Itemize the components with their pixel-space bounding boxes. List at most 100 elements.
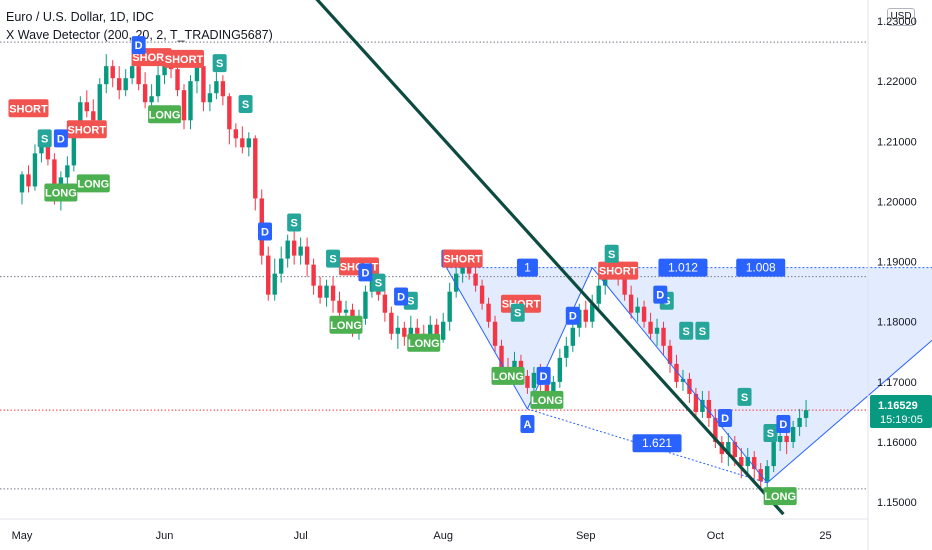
signal-label: S: [699, 326, 706, 338]
candle-body: [324, 285, 329, 298]
time-tick-label: Jul: [294, 530, 308, 542]
pattern-leg: [446, 267, 528, 410]
last-price-badge: 1.16529 15:19:05: [870, 395, 932, 428]
candle-body: [739, 457, 744, 467]
candle-body: [453, 273, 459, 292]
signal-label-bg: [695, 321, 710, 340]
candle-body: [97, 84, 102, 121]
signal-label-bg: [287, 213, 302, 232]
signal-label: SHORT: [68, 124, 107, 136]
candle-body: [149, 96, 154, 103]
ratio-label: 1.012: [668, 261, 698, 275]
candle-body: [181, 90, 187, 121]
candle-body: [667, 345, 673, 364]
candle-body: [285, 240, 290, 259]
price-axis[interactable]: 1.23000 1.22000 1.21000 1.20000 1.19000 1.180…: [867, 0, 917, 550]
candle-body: [330, 285, 336, 301]
time-axis[interactable]: May Jun Jul Aug Sep Oct 25: [0, 518, 868, 542]
signal-label-bg: [358, 263, 373, 282]
candle-body: [745, 457, 750, 467]
currency-button[interactable]: USD: [887, 8, 915, 26]
signal-label: S: [41, 133, 48, 145]
signal-label-bg: [718, 408, 733, 427]
candle-body: [78, 102, 83, 133]
signal-label: SHORT: [9, 103, 48, 115]
candle-body: [45, 144, 51, 160]
candle-body: [227, 96, 232, 130]
candle-body: [233, 129, 239, 139]
candle-body: [654, 327, 660, 334]
signal-label-bg: [491, 366, 525, 385]
candle-body: [84, 102, 89, 112]
candle-body: [52, 159, 57, 199]
signal-label-bg: [536, 366, 551, 385]
candle-body: [680, 378, 686, 382]
candle-body: [136, 66, 141, 85]
candle-body: [706, 399, 712, 418]
candle-body: [732, 442, 737, 458]
signal-label-bg: [212, 54, 227, 73]
candle-body: [648, 321, 653, 334]
signal-label: LONG: [492, 371, 524, 383]
candle-body: [343, 309, 349, 313]
signal-labels: SHORTSHORTSHORTSHORTSHORTSHORTSHORTSHORT…: [8, 36, 797, 506]
signal-label: D: [779, 419, 787, 431]
signal-label-bg: [258, 222, 272, 241]
candle-body: [201, 66, 206, 103]
price-tick-label: 1.15000: [877, 497, 917, 509]
candle-body: [32, 153, 38, 187]
candle-body: [544, 384, 550, 394]
price-tick-label: 1.20000: [877, 196, 917, 208]
signal-label-bg: [8, 99, 49, 118]
signal-label: S: [608, 249, 615, 261]
signal-label: LONG: [531, 395, 563, 407]
signal-label-bg: [329, 315, 363, 334]
pattern-leg: [766, 339, 932, 484]
signal-label-bg: [44, 183, 78, 202]
candle-body: [466, 261, 472, 274]
signal-label: LONG: [77, 178, 109, 190]
candle-body: [71, 132, 77, 166]
signal-label-bg: [238, 95, 253, 114]
signal-label-bg: [371, 273, 386, 292]
candle-body: [570, 327, 575, 346]
pattern-point-marker: [520, 414, 535, 433]
signal-label: LONG: [330, 320, 362, 332]
signal-label-bg: [131, 36, 146, 55]
candle-body: [304, 246, 310, 265]
signal-label: S: [767, 428, 774, 440]
signal-label: S: [216, 58, 223, 70]
last-price-value: 1.16529: [878, 400, 918, 412]
candle-body: [674, 363, 679, 382]
signal-label-bg: [776, 414, 791, 433]
candle-body: [447, 291, 452, 322]
ratio-label: 1.008: [746, 261, 776, 275]
signal-label: D: [57, 133, 65, 145]
symbol-title: Euro / U.S. Dollar, 1D, IDC: [6, 10, 154, 24]
signal-label: D: [135, 40, 143, 52]
candle-body: [641, 306, 647, 322]
candle-body: [162, 60, 167, 76]
signal-label: SHORT: [599, 266, 638, 278]
candle-body: [635, 306, 640, 313]
time-tick-label: May: [12, 530, 33, 542]
candle-body: [479, 285, 485, 304]
candle-body: [246, 138, 251, 148]
candle-body: [272, 273, 277, 295]
signal-label: D: [656, 290, 664, 302]
ratio-label-bg: [736, 258, 786, 277]
price-tick-label: 1.16000: [877, 437, 917, 449]
signal-label-bg: [763, 424, 778, 443]
time-tick-label: Sep: [576, 530, 596, 542]
candle-body: [486, 303, 491, 322]
signal-label: LONG: [408, 338, 440, 350]
ratio-label-bg: [658, 258, 708, 277]
candle-body: [155, 75, 161, 97]
signal-label: LONG: [149, 109, 181, 121]
signal-label-bg: [37, 129, 52, 148]
price-tick-label: 1.18000: [877, 317, 917, 329]
candle-body: [415, 327, 420, 334]
ratio-label-bg: [632, 434, 682, 453]
candle-body: [266, 255, 271, 295]
